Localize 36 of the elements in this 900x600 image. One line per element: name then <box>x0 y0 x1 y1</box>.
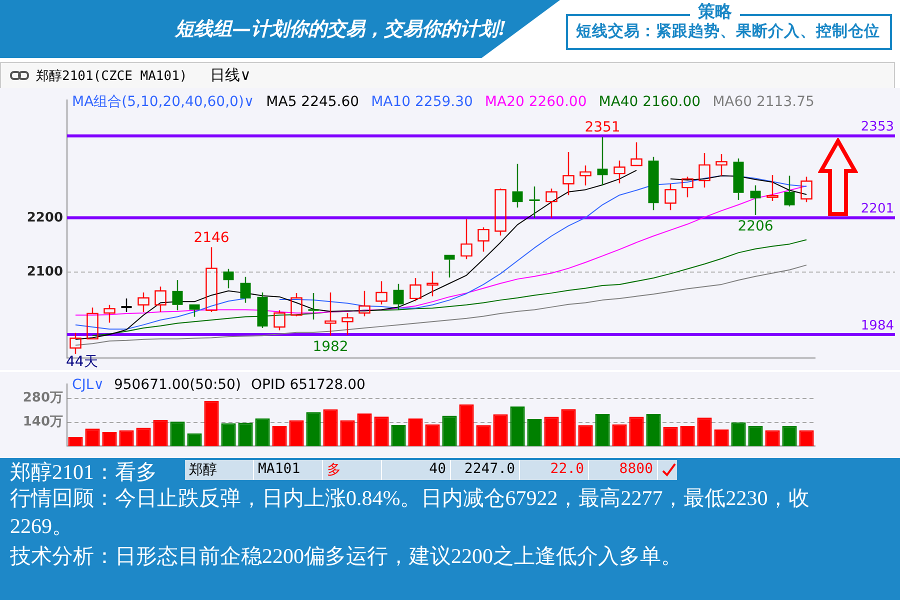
text: 22.0 <box>520 460 589 480</box>
text: MA101 <box>254 460 323 480</box>
text: 郑醇2101：看多 <box>10 459 157 486</box>
text: 8800 <box>589 460 658 480</box>
text: 40 <box>382 460 451 480</box>
text: MA20 2260.00 <box>484 94 587 110</box>
text: 短线组—计划你的交易，交易你的计划! <box>175 17 506 42</box>
ref-line-label: 2201 <box>860 202 894 217</box>
text: 行情回顾：今日止跌反弹，日内上涨0.84%。日内减仓67922，最高2277，最低2230，收2269。 <box>10 485 811 540</box>
annotation: MA组合(5,10,20,40,60,0)∨ <box>72 94 254 110</box>
annotation: 950671.00(50:50) <box>114 377 241 393</box>
annotation: 2146 <box>194 230 230 246</box>
text: 2247.0 <box>451 460 520 480</box>
annotation: CJL∨ <box>72 377 104 393</box>
text: 多 <box>323 460 382 480</box>
ref-line-label: 1984 <box>860 318 894 334</box>
y-tick-label: 280万 <box>22 390 63 406</box>
text: MA5 2245.60 <box>266 94 360 110</box>
chart-subtitle: 日线∨ <box>210 66 251 85</box>
annotation: 2351 <box>584 120 620 136</box>
annotation: 2206 <box>738 218 774 235</box>
y-tick-label: 2200 <box>26 210 63 226</box>
text: MA10 2259.30 <box>371 94 473 110</box>
text: 策略 <box>690 0 740 23</box>
annotation: 1982 <box>312 339 348 356</box>
y-tick-label: 140万 <box>22 414 63 430</box>
text: MA60 2113.75 <box>712 94 814 110</box>
ref-line-label: 2353 <box>860 120 894 135</box>
annotation: 44天 <box>66 353 98 371</box>
text: 郑醇 <box>185 460 254 480</box>
text: 短线交易：紧跟趋势、果断介入、控制仓位 <box>576 21 880 42</box>
text: 技术分析：日形态目前企稳2200偏多运行，建议2200之上逢低介入多单。 <box>10 543 683 570</box>
text: MA40 2160.00 <box>598 94 701 110</box>
annotation: OPID 651728.00 <box>250 377 366 393</box>
chart-title: 郑醇2101(CZCE MA101) <box>36 68 188 85</box>
y-tick-label: 2100 <box>26 264 63 280</box>
